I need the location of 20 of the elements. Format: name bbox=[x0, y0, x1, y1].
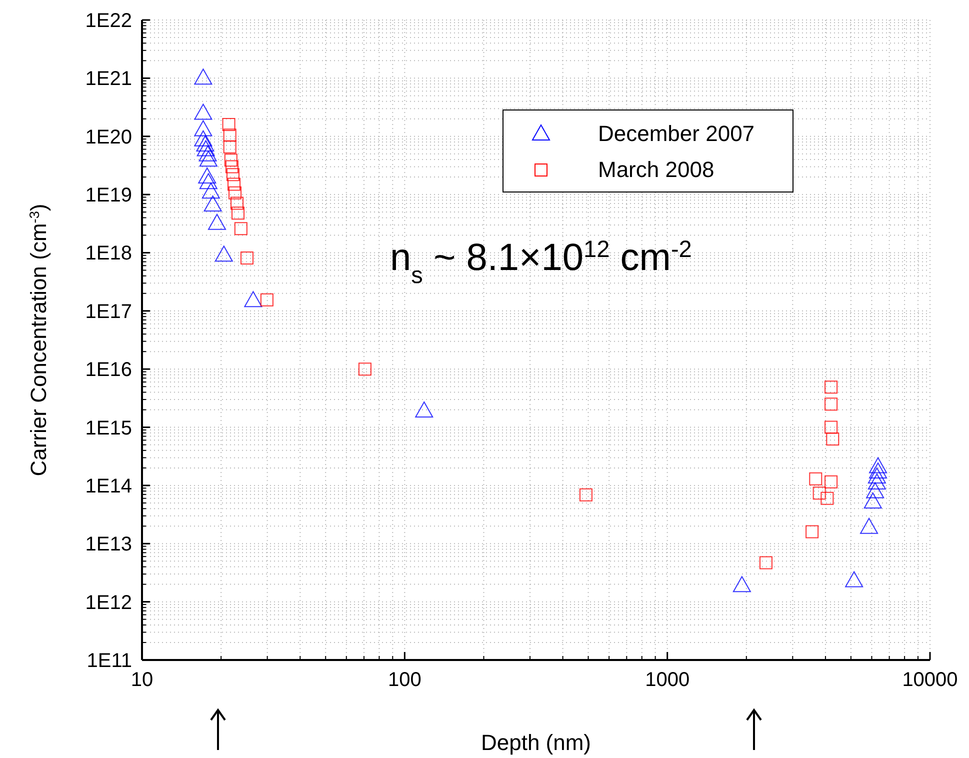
y-tick-label: 1E17 bbox=[85, 300, 132, 323]
legend-label: March 2008 bbox=[598, 157, 714, 182]
y-tick-label: 1E11 bbox=[86, 650, 132, 672]
y-tick-label: 1E18 bbox=[85, 242, 132, 265]
y-tick-label: 1E15 bbox=[85, 417, 132, 440]
x-tick-label: 10 bbox=[130, 669, 154, 691]
x-tick-label: 10000 bbox=[902, 669, 958, 691]
y-tick-label: 1E19 bbox=[85, 184, 132, 207]
y-tick-label: 1E20 bbox=[85, 126, 132, 148]
y-tick-label: 1E13 bbox=[85, 534, 132, 556]
legend-label: December 2007 bbox=[598, 121, 755, 146]
x-tick-label: 1000 bbox=[645, 669, 690, 691]
y-tick-label: 1E14 bbox=[85, 475, 132, 498]
y-tick-label: 1E21 bbox=[85, 68, 132, 90]
y-tick-label: 1E12 bbox=[85, 592, 132, 614]
x-axis-title: Depth (nm) bbox=[480, 730, 592, 755]
y-tick-label: 1E22 bbox=[85, 10, 132, 32]
y-tick-label: 1E16 bbox=[85, 359, 132, 382]
x-tick-label: 100 bbox=[388, 669, 422, 691]
annotation: n$_{s}$ ~ 8.1×10$^{12}$ cm$^{-2}$ bbox=[390, 236, 692, 288]
